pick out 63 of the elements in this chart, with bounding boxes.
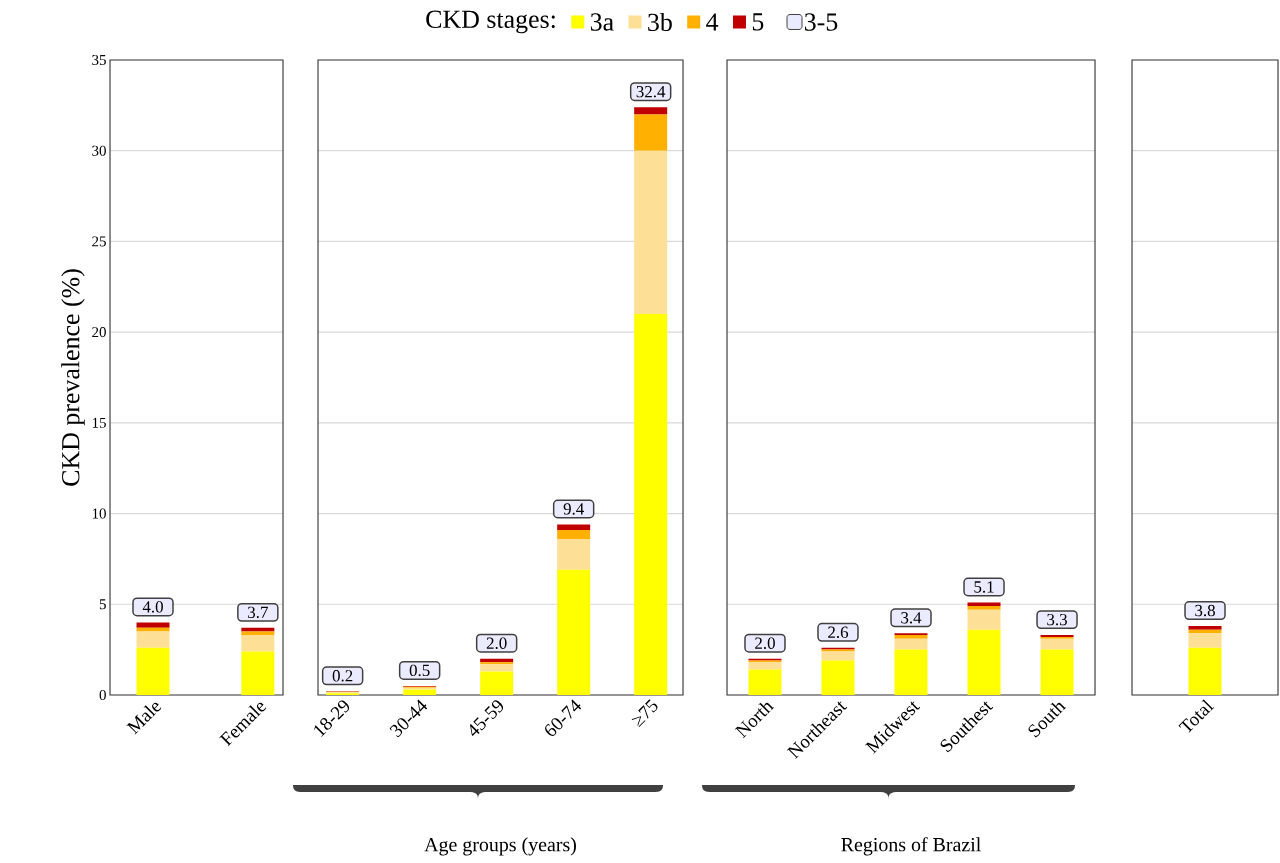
- bar: [894, 649, 928, 695]
- total-label: 3.7: [248, 606, 268, 619]
- y-tick-label: 15: [92, 417, 106, 428]
- total-label: 0.2: [332, 670, 353, 682]
- bar: [1040, 638, 1074, 650]
- total-label: 2.0: [486, 637, 507, 649]
- bar: [1040, 649, 1074, 695]
- bar: [748, 669, 782, 695]
- bar: [634, 313, 668, 695]
- y-axis-title: CKD prevalence (%): [61, 269, 85, 486]
- bar: [1188, 626, 1222, 630]
- y-tick-label: 20: [92, 327, 106, 338]
- bar: [241, 651, 275, 695]
- bar: [557, 524, 591, 530]
- total-label: 5.1: [974, 581, 994, 593]
- bar: [821, 651, 855, 661]
- bar: [403, 689, 437, 695]
- text: 3-5: [804, 13, 838, 31]
- bar: [894, 638, 928, 650]
- bar: [557, 569, 591, 695]
- legend-title: CKD stages:: [426, 10, 555, 34]
- x-axis-title: Age groups (years): [424, 837, 576, 856]
- bar: [634, 150, 668, 314]
- total-label: 3.3: [1047, 613, 1067, 626]
- bar: [1188, 633, 1222, 648]
- legend-label: 3a: [590, 13, 614, 31]
- bar: [241, 635, 275, 652]
- y-tick-label: 10: [92, 508, 106, 519]
- legend-label: 4: [706, 13, 719, 31]
- bar: [480, 671, 514, 695]
- bar: [136, 647, 170, 695]
- legend-label: 5: [752, 13, 764, 31]
- bar: [557, 529, 591, 539]
- bar: [136, 631, 170, 648]
- total-label: 2.6: [828, 626, 849, 639]
- y-tick-label: 5: [99, 599, 106, 610]
- bar: [748, 662, 782, 670]
- total-label: 0.5: [409, 664, 430, 677]
- bar: [821, 660, 855, 695]
- bar: [634, 107, 668, 115]
- y-tick-label: 25: [92, 236, 106, 247]
- total-label: 3.8: [1195, 604, 1215, 617]
- bar: [136, 622, 170, 628]
- bar: [967, 609, 1001, 630]
- total-label: 4.0: [142, 601, 163, 613]
- total-label: 9.4: [563, 503, 584, 515]
- y-tick-label: 30: [92, 145, 106, 156]
- bar: [967, 602, 1001, 607]
- total-label: 2.0: [755, 637, 775, 649]
- x-axis-title: Regions of Brazil: [841, 837, 981, 856]
- bar: [557, 538, 591, 570]
- bar: [241, 631, 275, 636]
- y-tick-label: 35: [92, 54, 106, 65]
- bar: [1188, 647, 1222, 695]
- bar: [967, 606, 1001, 610]
- total-label: 32.4: [636, 85, 666, 98]
- y-tick-label: 0: [99, 689, 106, 701]
- legend-label: 3b: [648, 12, 672, 32]
- bar: [967, 629, 1001, 695]
- total-label: 3.4: [901, 612, 922, 624]
- bar: [480, 664, 514, 672]
- bar: [634, 114, 668, 151]
- x-tick-label: ≥75: [631, 699, 658, 728]
